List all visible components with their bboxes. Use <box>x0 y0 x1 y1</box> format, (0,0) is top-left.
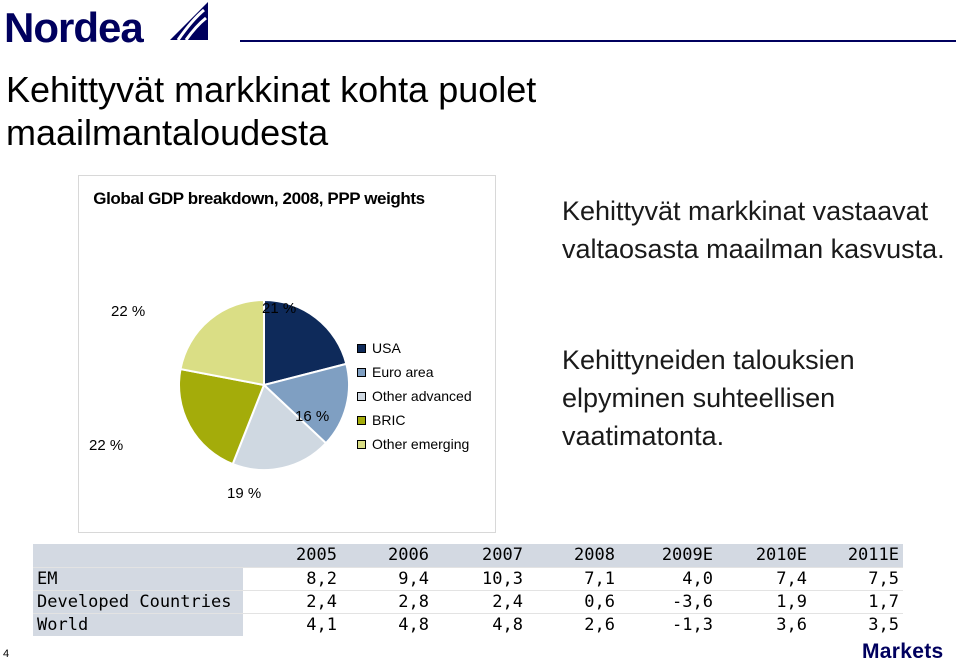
legend-swatch <box>357 343 366 353</box>
pie-data-label: 22 % <box>111 303 146 320</box>
table-cell: 1,7 <box>811 589 903 613</box>
side-text-growth: Kehittyvät markkinat vastaavat valtaosas… <box>562 196 945 264</box>
pie-slice-other-emerging <box>179 298 265 387</box>
row-label: Developed Countries <box>33 589 243 613</box>
table-cell: -3,6 <box>619 589 717 613</box>
pie-slice-bric <box>178 367 266 466</box>
table-row: Developed Countries 2,4 2,8 2,4 0,6 -3,6… <box>33 589 903 613</box>
chart-panel: Global GDP breakdown, 2008, PPP weights … <box>78 175 496 533</box>
logo-text: Nordea <box>4 4 144 51</box>
nordea-sail-icon <box>170 2 208 41</box>
page-number: 4 <box>3 648 10 660</box>
table-header-cell: 2006 <box>388 545 429 566</box>
page-title: Kehittyvät markkinat kohta puolet maailm… <box>6 69 537 153</box>
legend-swatch <box>357 391 366 401</box>
legend-item: USA <box>357 336 472 360</box>
table-cell: 1,9 <box>717 589 811 613</box>
legend-label: Other advanced <box>372 388 472 404</box>
gdp-growth-table: 2005 2006 2007 2008 2009E 2010E 2011E EM… <box>33 544 903 636</box>
table-cell: 3,6 <box>717 612 811 636</box>
row-label: EM <box>33 566 243 590</box>
table-header-cell: 2007 <box>482 545 523 566</box>
table-cell: 7,5 <box>811 566 903 590</box>
chart-legend: USA Euro area Other advanced BRIC Other emer… <box>357 336 472 456</box>
table-cell: 9,4 <box>341 566 433 590</box>
footer-brand: Markets <box>862 640 944 662</box>
side-text-recovery: Kehittyneiden talouksien elpyminen suhte… <box>562 345 855 451</box>
row-label: World <box>33 612 243 636</box>
table-cell: 3,5 <box>811 612 903 636</box>
nordea-logo: Nordea <box>4 2 144 51</box>
legend-label: Other emerging <box>372 436 470 452</box>
pie-slice-euro-area <box>261 362 350 445</box>
legend-item: Other advanced <box>357 384 472 408</box>
table-cell: 10,3 <box>433 566 527 590</box>
table-row: EM 8,2 9,4 10,3 7,1 4,0 7,4 7,5 <box>33 566 903 590</box>
table-cell: 4,0 <box>619 566 717 590</box>
table-header-row: 2005 2006 2007 2008 2009E 2010E 2011E <box>33 544 903 567</box>
chart-title: Global GDP breakdown, 2008, PPP weights <box>93 189 425 208</box>
table-cell: 2,4 <box>243 589 341 613</box>
pie-data-label: 16 % <box>295 408 330 425</box>
pie-data-label: 22 % <box>89 437 124 454</box>
legend-label: BRIC <box>372 412 406 428</box>
table-cell: 4,1 <box>243 612 341 636</box>
table-header-cell <box>33 544 243 567</box>
table-cell: 7,1 <box>527 566 619 590</box>
table-cell: 4,8 <box>433 612 527 636</box>
legend-label: Euro area <box>372 364 434 380</box>
legend-swatch <box>357 439 366 449</box>
table-header-cell: 2010E <box>755 545 807 566</box>
table-cell: 2,4 <box>433 589 527 613</box>
table-cell: -1,3 <box>619 612 717 636</box>
table-cell: 2,6 <box>527 612 619 636</box>
pie-chart <box>178 298 350 471</box>
legend-item: BRIC <box>357 408 472 432</box>
table-cell: 4,8 <box>341 612 433 636</box>
legend-item: Other emerging <box>357 432 472 456</box>
header-rule <box>240 40 956 42</box>
table-cell: 8,2 <box>243 566 341 590</box>
legend-item: Euro area <box>357 360 472 384</box>
table-header-cell: 2011E <box>847 545 899 566</box>
pie-data-label: 19 % <box>227 485 262 502</box>
legend-label: USA <box>372 340 401 356</box>
legend-swatch <box>357 415 366 425</box>
table-row: World 4,1 4,8 4,8 2,6 -1,3 3,6 3,5 <box>33 612 903 636</box>
table-header-cell: 2009E <box>661 545 713 566</box>
table-cell: 0,6 <box>527 589 619 613</box>
pie-slice-usa <box>263 298 348 387</box>
table-header-cell: 2005 <box>296 545 337 566</box>
table-cell: 2,8 <box>341 589 433 613</box>
legend-swatch <box>357 367 366 377</box>
pie-data-label: 21 % <box>262 300 297 317</box>
table-cell: 7,4 <box>717 566 811 590</box>
table-header-cell: 2008 <box>574 545 615 566</box>
